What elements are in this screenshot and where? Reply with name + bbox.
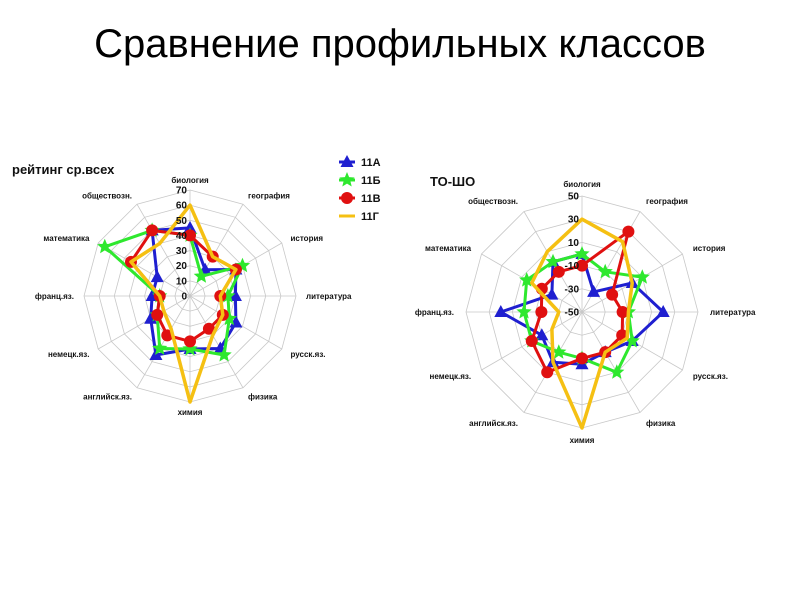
chart-legend: 11А 11Б 11В 11Г (339, 155, 381, 223)
axis-label: физика (248, 393, 278, 402)
legend-marker-11А (340, 155, 354, 167)
data-point-11В-6 (184, 335, 196, 348)
data-point-11Б-2 (634, 269, 650, 284)
data-point-11Б-9 (516, 304, 532, 319)
data-point-11В-7 (541, 366, 554, 379)
radar-spoke (97, 242, 191, 297)
axis-label: география (248, 192, 290, 201)
tick-label: 10 (568, 238, 580, 249)
data-point-11А-10 (150, 270, 164, 283)
data-point-11Б-1 (193, 268, 209, 283)
axis-label: биология (171, 176, 209, 185)
data-point-11Б-7 (152, 340, 168, 355)
data-point-11В-1 (622, 225, 635, 238)
axis-label: биология (563, 180, 601, 189)
data-point-11А-1 (587, 284, 601, 297)
tick-label: 40 (176, 231, 188, 242)
axis-label: франц.яз. (35, 292, 74, 301)
radar-spoke (97, 295, 191, 350)
data-point-11А-4 (229, 315, 243, 328)
tick-label: 20 (176, 261, 188, 272)
data-point-11А-3 (228, 289, 242, 301)
tick-label: 60 (176, 201, 188, 212)
data-point-11В-5 (202, 322, 215, 335)
axis-label: литература (710, 308, 756, 317)
data-point-11Б-0 (574, 246, 590, 261)
tick-label: 70 (176, 186, 188, 197)
chart-title: рейтинг ср.всех (12, 162, 115, 177)
tick-label: 50 (568, 192, 580, 203)
axis-label: немецк.яз. (48, 350, 90, 359)
data-point-11А-0 (183, 220, 197, 233)
legend-marker-11В (341, 192, 353, 204)
legend-label: 11В (361, 193, 381, 205)
data-point-11Б-5 (216, 347, 232, 362)
data-point-11Б-4 (221, 310, 237, 326)
tick-label: -50 (565, 308, 580, 319)
data-point-11Б-10 (97, 238, 113, 254)
data-point-11В-8 (525, 335, 538, 347)
tick-label: 10 (176, 276, 188, 287)
data-point-11В-11 (552, 265, 565, 278)
radar-spoke (581, 311, 641, 413)
axis-label: обществозн. (82, 192, 132, 201)
axis-label: обществозн. (468, 197, 518, 206)
axis-label: литература (306, 292, 352, 301)
axis-label: физика (646, 419, 676, 428)
data-point-11В-11 (146, 224, 159, 237)
radar-spoke (136, 295, 191, 388)
tick-label: -10 (565, 261, 580, 272)
axis-label: география (646, 197, 688, 206)
data-point-11А-8 (535, 328, 549, 341)
axis-label: история (291, 234, 324, 243)
data-point-11А-3 (656, 305, 670, 317)
data-point-11А-10 (545, 287, 559, 300)
series-line-11Г (129, 203, 238, 404)
axis-label: русск.яз. (291, 350, 326, 359)
radar-spoke (189, 295, 244, 388)
slide-title: Сравнение профильных классов (94, 22, 706, 66)
legend-marker-11Б (339, 172, 355, 187)
axis-label: математика (43, 234, 90, 243)
axis-label: химия (570, 436, 595, 445)
data-point-11Б-5 (609, 364, 625, 379)
data-point-11Б-6 (182, 341, 198, 356)
chart-title: ТО-ШО (430, 174, 475, 189)
data-point-11В-0 (184, 229, 196, 242)
legend-label: 11Г (361, 211, 380, 223)
axis-label: история (693, 244, 726, 253)
series-line-11Г (530, 217, 634, 430)
axis-label: английск.яз. (469, 419, 518, 428)
data-point-11Б-4 (624, 333, 640, 348)
data-point-11В-6 (576, 352, 588, 365)
data-point-11В-3 (616, 306, 629, 318)
axis-label: русск.яз. (693, 372, 728, 381)
tick-label: 50 (176, 216, 188, 227)
data-point-11А-9 (494, 305, 508, 317)
tick-label: 0 (181, 292, 187, 303)
radar-spoke (136, 203, 191, 297)
axis-label: химия (178, 408, 203, 417)
axis-label: английск.яз. (83, 393, 132, 402)
data-point-11А-8 (144, 311, 158, 324)
legend-label: 11А (361, 157, 381, 169)
axis-label: математика (425, 244, 472, 253)
data-point-11Б-1 (597, 263, 613, 279)
data-point-11В-8 (151, 308, 164, 321)
axis-label: немецк.яз. (430, 372, 472, 381)
radar-chart-to-sho: -50 -30 -10 10 30 50 биология география история л… (415, 174, 756, 445)
tick-label: -30 (565, 284, 580, 295)
data-point-11Б-7 (551, 344, 567, 359)
tick-label: 30 (176, 246, 188, 257)
data-point-11В-2 (606, 288, 619, 301)
data-point-11Б-11 (545, 253, 561, 269)
data-point-11В-9 (535, 306, 548, 318)
tick-label: 30 (568, 215, 580, 226)
legend-label: 11Б (361, 175, 381, 187)
data-point-11В-0 (576, 259, 588, 272)
axis-label: франц.яз. (415, 308, 454, 317)
